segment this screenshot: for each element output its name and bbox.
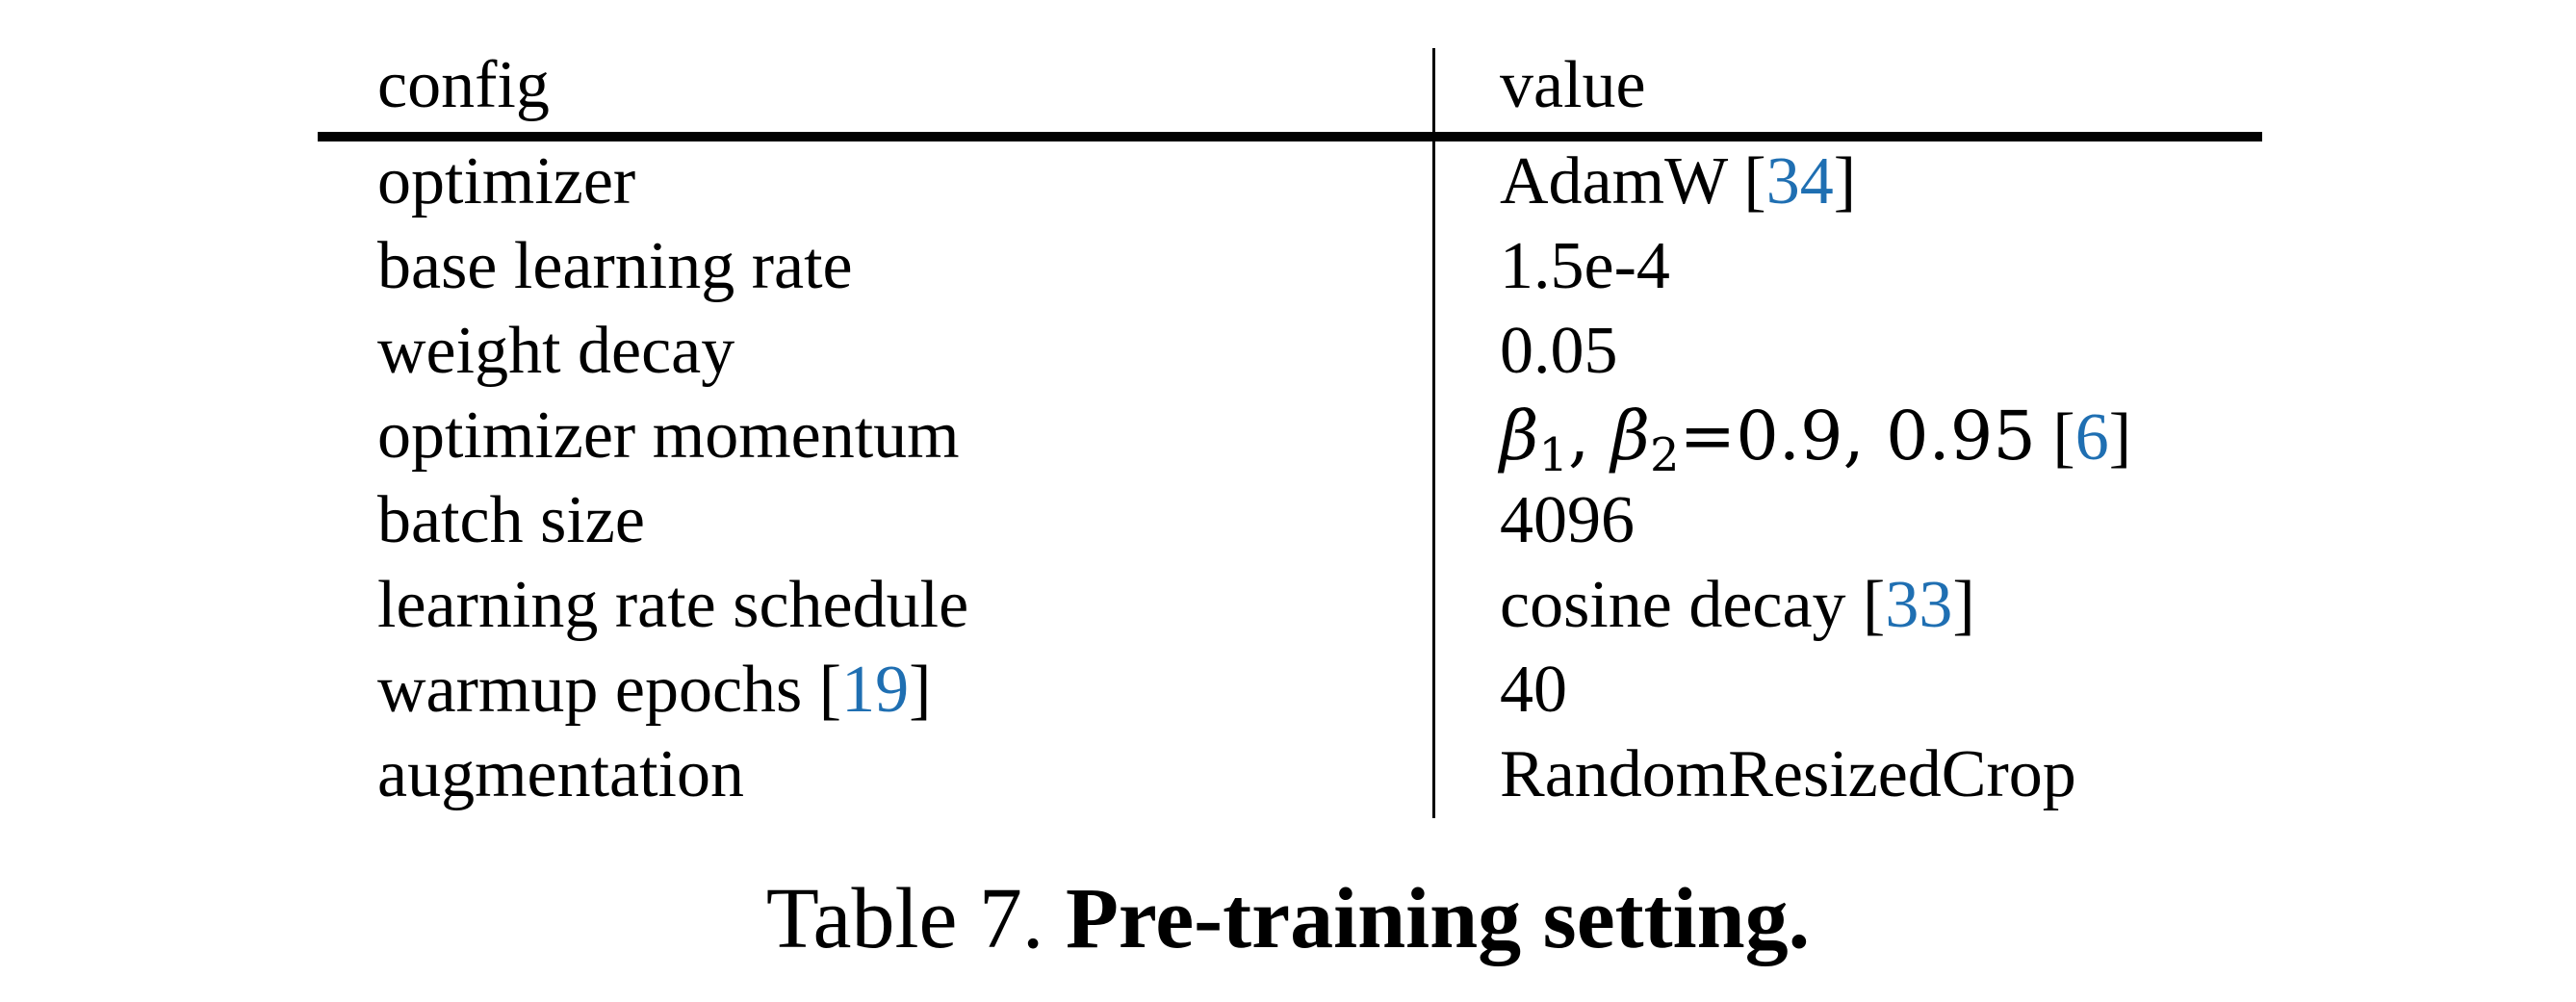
subscript: 1: [1538, 428, 1569, 482]
row-optimizer-config: optimizer: [377, 144, 636, 218]
row-batch-size-config: batch size: [377, 483, 645, 557]
caption-label: Table 7.: [765, 871, 1044, 966]
row-warmup-config: warmup epochs [19]: [377, 653, 932, 727]
row-base-lr-config: base learning rate: [377, 229, 853, 303]
header-rule: [318, 132, 2262, 141]
settings-table: config value optimizer AdamW [34] base l…: [318, 43, 2262, 818]
column-divider: [1432, 48, 1435, 818]
config-text: warmup epochs: [377, 653, 803, 727]
caption-title: Pre-training setting.: [1065, 871, 1811, 966]
row-augmentation-config: augmentation: [377, 737, 745, 811]
row-warmup-value: 40: [1500, 653, 1567, 727]
table-caption: Table 7. Pre-training setting.: [0, 866, 2576, 972]
citation-link[interactable]: 6: [2074, 400, 2109, 475]
row-augmentation-value: RandomResizedCrop: [1500, 737, 2076, 811]
header-config: config: [377, 48, 550, 122]
citation-link[interactable]: 19: [841, 653, 910, 727]
row-momentum-value: β1, β2=0.9, 0.95 [6]: [1500, 397, 2132, 482]
row-lr-schedule-config: learning rate schedule: [377, 568, 969, 642]
value-text: AdamW: [1500, 144, 1727, 218]
row-optimizer-value: AdamW [34]: [1500, 144, 1856, 218]
row-base-lr-value: 1.5e-4: [1500, 229, 1670, 303]
citation-link[interactable]: 33: [1885, 568, 1953, 642]
subscript: 2: [1650, 428, 1680, 482]
citation-link[interactable]: 34: [1765, 144, 1834, 218]
value-text: cosine decay: [1500, 568, 1846, 642]
row-batch-size-value: 4096: [1500, 483, 1635, 557]
row-lr-schedule-value: cosine decay [33]: [1500, 568, 1975, 642]
row-weight-decay-value: 0.05: [1500, 314, 1618, 388]
beta-symbol: β: [1610, 397, 1650, 475]
row-momentum-config: optimizer momentum: [377, 398, 960, 473]
momentum-values: =0.9, 0.95: [1679, 397, 2036, 475]
row-weight-decay-config: weight decay: [377, 314, 735, 388]
header-value: value: [1500, 48, 1646, 122]
beta-symbol: β: [1500, 397, 1539, 475]
